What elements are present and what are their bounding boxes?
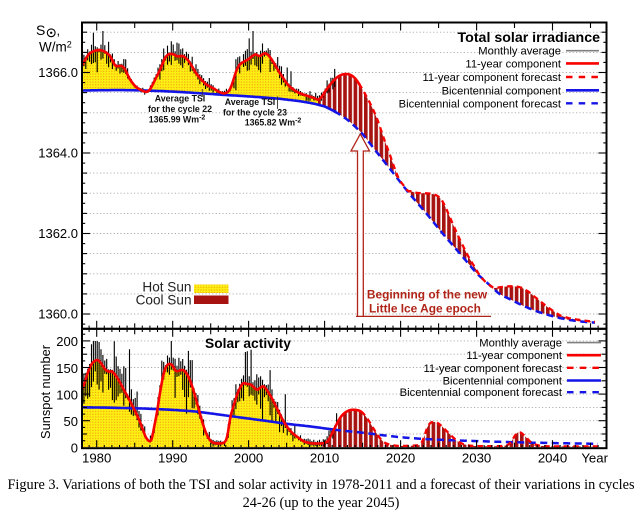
svg-text:Bicentennial component forecas: Bicentennial component forecast [399,98,562,110]
svg-text:W/m2: W/m2 [39,40,72,55]
svg-text:100: 100 [56,387,78,402]
svg-text:Little Ice Age epoch: Little Ice Age epoch [369,302,481,316]
svg-text:Bicentennial component: Bicentennial component [442,85,562,97]
svg-text:11-year component forecast: 11-year component forecast [423,72,562,84]
svg-text:1364.0: 1364.0 [38,146,78,161]
svg-text:1362.0: 1362.0 [38,226,78,241]
svg-text:1360.0: 1360.0 [38,307,78,322]
svg-text:2000: 2000 [234,451,263,466]
svg-text:Sunspot number: Sunspot number [38,344,53,439]
svg-text:Hot Sun: Hot Sun [142,280,191,295]
svg-text:for the cycle 23: for the cycle 23 [223,108,287,118]
svg-text:200: 200 [56,334,78,349]
svg-text:150: 150 [56,361,78,376]
svg-text:Monthly average: Monthly average [479,338,562,350]
svg-text:Figure 3. Variations of both t: Figure 3. Variations of both the TSI and… [7,477,634,493]
svg-text:50: 50 [64,414,78,429]
svg-text:Total solar irradiance: Total solar irradiance [458,30,601,46]
svg-text:Bicentennial component forecas: Bicentennial component forecast [400,387,563,399]
svg-text:Beginning of the new: Beginning of the new [367,288,488,302]
svg-text:24-26 (up to the year 2045): 24-26 (up to the year 2045) [243,495,400,511]
svg-text:11-year component: 11-year component [465,58,561,70]
svg-text:Cool Sun: Cool Sun [136,293,192,308]
svg-text:2040: 2040 [538,451,567,466]
svg-text:11-year component: 11-year component [466,350,562,362]
svg-text:Average TSI: Average TSI [225,97,276,107]
svg-text:1990: 1990 [158,451,187,466]
svg-text:1365.82 Wm-2: 1365.82 Wm-2 [245,118,302,128]
svg-text:S: S [36,22,45,38]
svg-text:Monthly average: Monthly average [478,46,561,58]
svg-text:2020: 2020 [386,451,415,466]
svg-text:Solar activity: Solar activity [205,336,291,351]
svg-text:Year: Year [581,451,608,466]
svg-text:1366.0: 1366.0 [38,65,78,80]
svg-text:2030: 2030 [462,451,491,466]
svg-text:Bicentennial component: Bicentennial component [443,376,563,388]
svg-text:2010: 2010 [310,451,339,466]
svg-text:,: , [57,23,61,38]
svg-text:1365.99 Wm-2: 1365.99 Wm-2 [149,115,206,125]
svg-text:Average TSI: Average TSI [155,94,206,104]
svg-text:0: 0 [71,441,78,456]
svg-text:11-year component forecast: 11-year component forecast [424,363,563,375]
svg-text:1980: 1980 [82,451,111,466]
svg-text:for the cycle 22: for the cycle 22 [148,104,212,114]
